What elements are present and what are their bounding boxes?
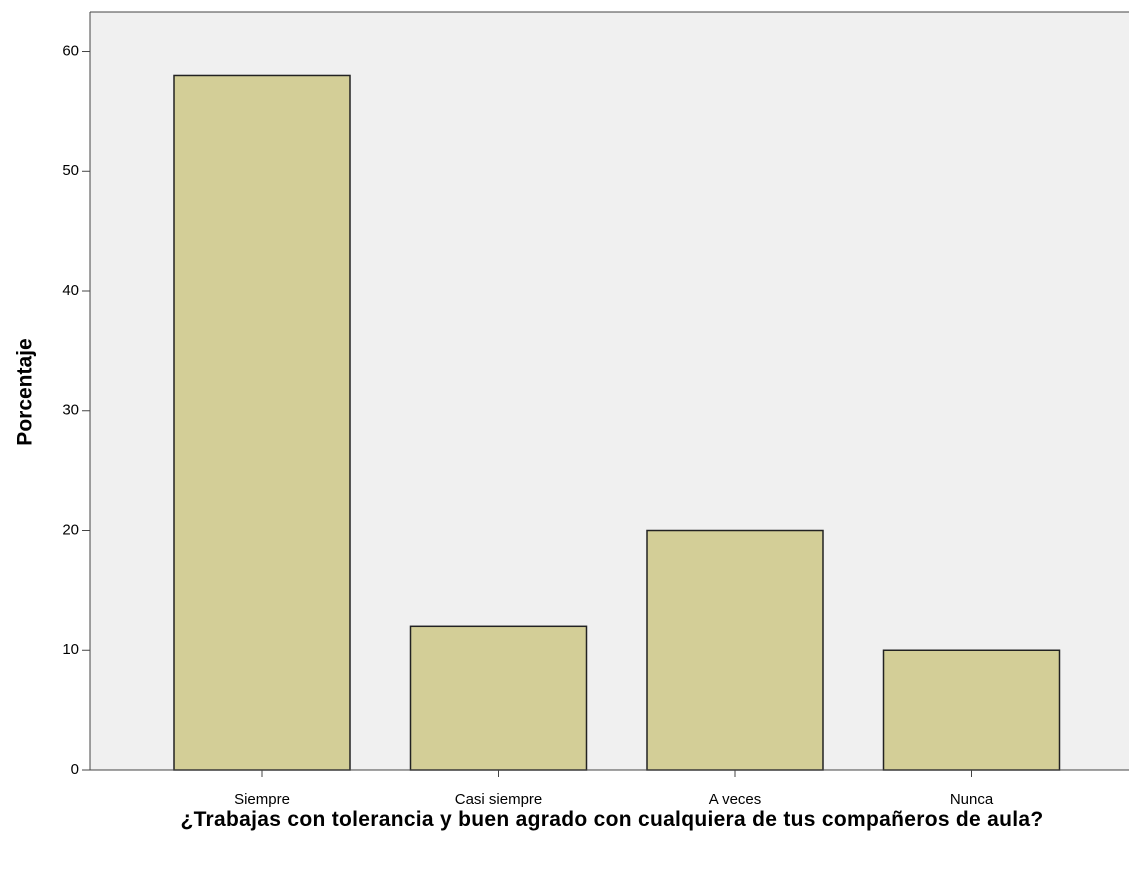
y-tick-label: 60 bbox=[62, 42, 79, 59]
bar bbox=[646, 529, 824, 771]
y-tick-label: 20 bbox=[62, 521, 79, 538]
bar bbox=[409, 625, 588, 771]
x-tick-label: A veces bbox=[709, 791, 762, 808]
y-tick-label: 10 bbox=[62, 641, 79, 658]
bar bbox=[173, 74, 351, 771]
y-tick-label: 40 bbox=[62, 282, 79, 299]
y-axis-label: Porcentaje bbox=[14, 338, 37, 445]
x-tick-label: Siempre bbox=[234, 791, 290, 808]
x-axis-label: ¿Trabajas con tolerancia y buen agrado c… bbox=[180, 808, 1044, 831]
bar bbox=[882, 649, 1061, 771]
y-tick-label: 50 bbox=[62, 162, 79, 179]
x-tick-label: Nunca bbox=[950, 791, 994, 808]
y-tick-label: 0 bbox=[71, 761, 79, 778]
y-tick-label: 30 bbox=[62, 402, 79, 419]
x-tick-label: Casi siempre bbox=[455, 791, 543, 808]
